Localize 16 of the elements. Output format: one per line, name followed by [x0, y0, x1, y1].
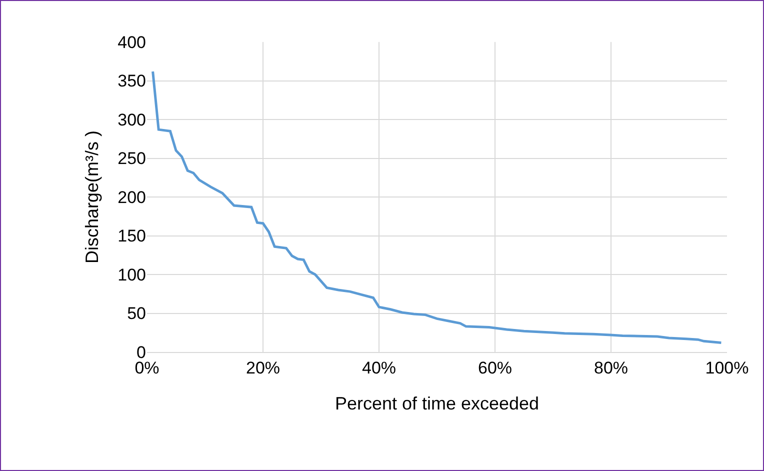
x-tick-label: 20% — [246, 358, 280, 378]
y-tick-label: 400 — [118, 32, 146, 52]
y-tick-label: 100 — [118, 265, 146, 284]
y-axis-title: Discharge(m³/s ) — [82, 130, 102, 264]
y-tick-label: 200 — [118, 188, 146, 207]
line-series — [152, 70, 722, 344]
y-tick-label: 250 — [118, 149, 146, 168]
x-axis-title: Percent of time exceeded — [334, 394, 540, 414]
x-tick-label: 100% — [705, 358, 749, 378]
x-tick-label: 60% — [478, 358, 512, 378]
y-tick-label: 150 — [118, 226, 146, 246]
x-tick-label: 40% — [362, 358, 396, 378]
y-tick-label: 350 — [118, 72, 146, 91]
y-tick-label: 300 — [118, 110, 146, 130]
y-tick-label: 50 — [127, 304, 146, 324]
x-tick-label: 80% — [594, 358, 628, 378]
